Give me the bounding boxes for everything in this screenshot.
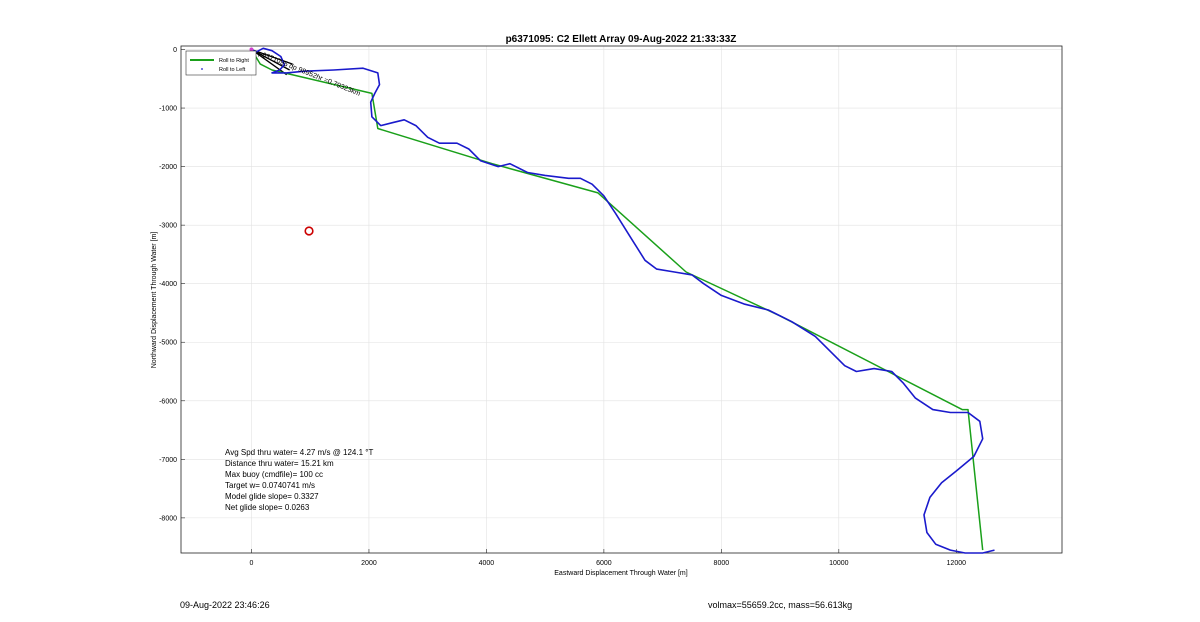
y-tick-label: -1000	[159, 106, 177, 113]
legend-marker-left	[201, 68, 203, 70]
target-marker	[304, 226, 314, 236]
y-axis-label: Northward Displacement Through Water [m]	[151, 232, 158, 369]
x-tick-label: 8000	[714, 560, 730, 567]
series-line-roll-left	[251, 47, 995, 554]
stat-target-w: Target w= 0.0740741 m/s	[225, 481, 315, 490]
stat-net-glide: Net glide slope= 0.0263	[225, 503, 310, 512]
x-tick-label: 12000	[947, 560, 967, 567]
legend: Roll to Right Roll to Left	[185, 50, 257, 76]
stat-max-buoy: Max buoy (cmdfile)= 100 cc	[225, 470, 323, 479]
footer-vol-mass: volmax=55659.2cc, mass=56.613kg	[708, 600, 853, 610]
x-tick-label: 2000	[361, 560, 377, 567]
chart-title: p6371095: C2 Ellett Array 09-Aug-2022 21…	[506, 34, 737, 45]
start-marker	[249, 47, 254, 52]
footer-timestamp: 09-Aug-2022 23:46:26	[180, 600, 270, 610]
track-annotation: p6371095 dp 98952hr =0.79323km	[257, 50, 361, 97]
series-line-roll-right	[250, 49, 984, 551]
y-tick-label: -8000	[159, 515, 177, 522]
y-tick-label: -6000	[159, 398, 177, 405]
x-tick-label: 6000	[596, 560, 612, 567]
stat-model-glide: Model glide slope= 0.3327	[225, 492, 319, 501]
y-tick-label: -4000	[159, 281, 177, 288]
axis-ticks: 0 2000 4000 6000 8000 10000 12000 0 -1000 -2000 -3…	[159, 47, 966, 567]
stat-avg-speed: Avg Spd thru water= 4.27 m/s @ 124.1 °T	[225, 448, 373, 457]
x-tick-label: 0	[250, 560, 254, 567]
leg-vector	[251, 48, 288, 76]
y-tick-label: -3000	[159, 223, 177, 230]
x-tick-label: 10000	[829, 560, 849, 567]
x-tick-label: 4000	[479, 560, 495, 567]
axes-box	[180, 45, 1063, 554]
stat-distance: Distance thru water= 15.21 km	[225, 459, 334, 468]
leg-vector	[251, 48, 293, 65]
plot-area	[249, 47, 995, 554]
legend-label-left: Roll to Left	[219, 67, 246, 73]
y-tick-label: -7000	[159, 457, 177, 464]
legend-label-right: Roll to Right	[219, 58, 249, 64]
y-tick-label: 0	[173, 47, 177, 54]
x-axis-label: Eastward Displacement Through Water [m]	[554, 570, 687, 577]
grid-lines	[181, 46, 1062, 553]
y-tick-label: -5000	[159, 340, 177, 347]
y-tick-label: -2000	[159, 164, 177, 171]
stats-block: Avg Spd thru water= 4.27 m/s @ 124.1 °T …	[225, 448, 373, 512]
legend-box	[185, 50, 257, 76]
